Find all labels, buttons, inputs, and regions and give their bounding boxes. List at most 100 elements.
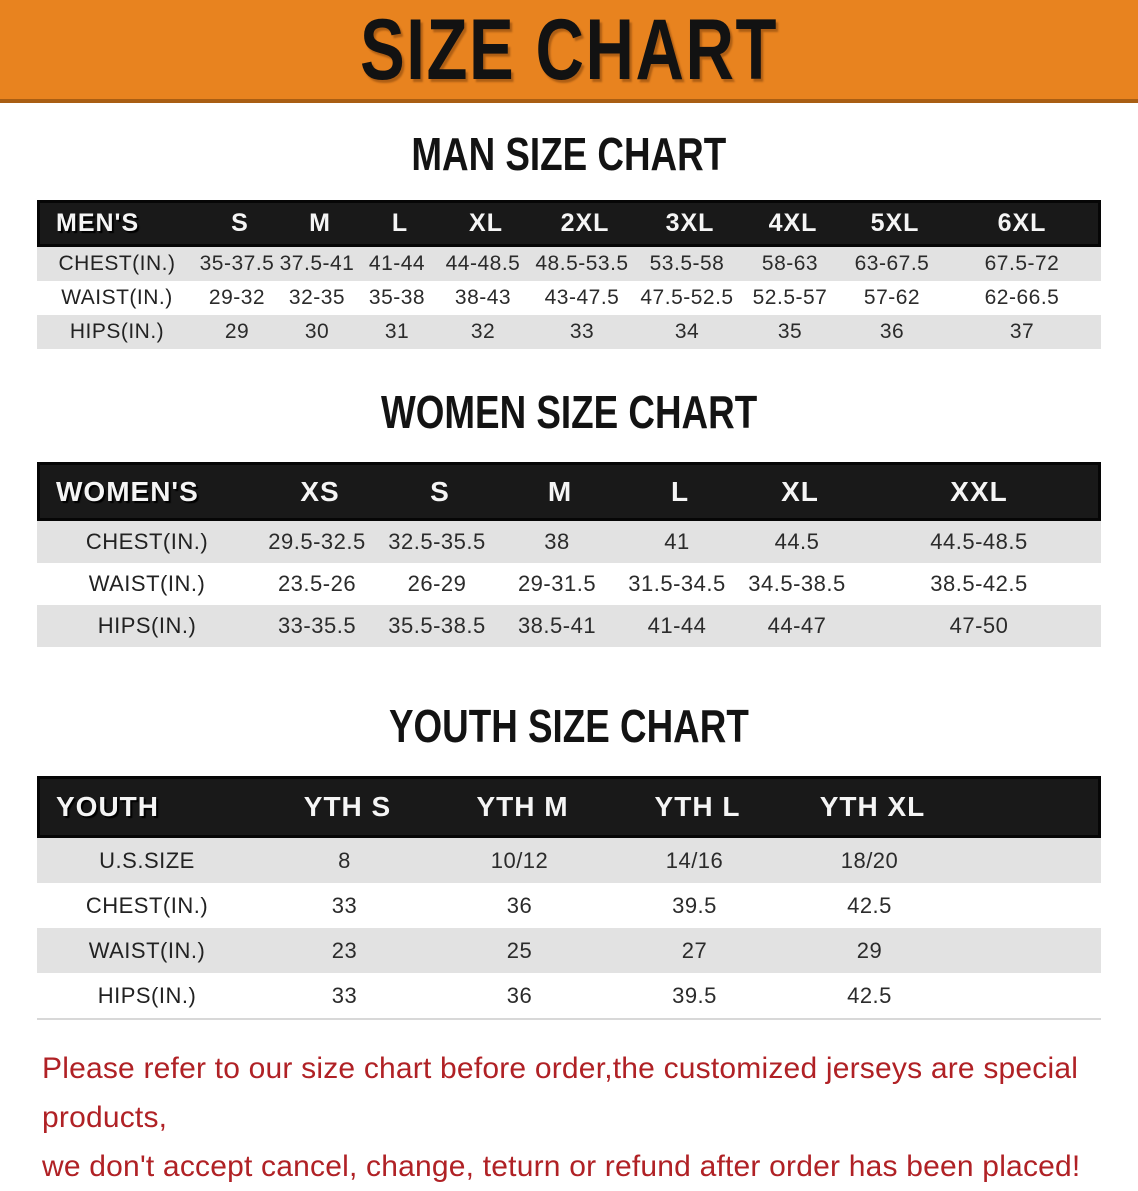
note-line-1: Please refer to our size chart before or… (42, 1052, 1079, 1134)
value-cell: 44.5-48.5 (930, 529, 1028, 554)
value-cell: 67.5-72 (984, 252, 1060, 275)
table-group-label: WOMEN'S (56, 475, 199, 507)
value-cell: 62-66.5 (984, 286, 1060, 309)
value-cell: 8 (338, 847, 351, 873)
value-cell: 32.5-35.5 (388, 529, 486, 554)
table-group-label: YOUTH (56, 791, 159, 822)
value-cell: 35.5-38.5 (388, 613, 486, 638)
row-label-cell: HIPS(IN.) (97, 982, 197, 1008)
row-label-cell: WAIST(IN.) (88, 937, 206, 963)
table-row: U.S.SIZE 8 10/12 14/16 18/20 (37, 838, 1101, 883)
table-row: CHEST(IN.) 29.5-32.5 32.5-35.5 38 41 44.5 44.5… (37, 521, 1101, 563)
value-cell: 43-47.5 (544, 286, 620, 309)
value-cell: 42.5 (847, 892, 892, 918)
men-section: MAN SIZE CHART MEN'S S M L XL 2XL 3XL 4XL 5XL 6XL… (0, 103, 1138, 349)
value-cell: 58-63 (761, 252, 819, 275)
size-column-header: L (670, 475, 690, 507)
value-cell: 18/20 (840, 847, 899, 873)
value-cell: 52.5-57 (752, 286, 828, 309)
value-cell: 31 (384, 320, 410, 343)
banner: SIZE CHART (0, 0, 1138, 103)
value-cell: 32-35 (288, 286, 346, 309)
size-column-header: M (309, 209, 331, 237)
table-header-row: YOUTH YTH S YTH M YTH L YTH XL (37, 776, 1101, 838)
value-cell: 39.5 (672, 892, 717, 918)
value-cell: 63-67.5 (854, 252, 930, 275)
value-cell: 29-32 (208, 286, 266, 309)
table-group-label: MEN'S (56, 209, 140, 237)
value-cell: 37.5-41 (279, 252, 355, 275)
note-line-2: we don't accept cancel, change, teturn o… (42, 1150, 1081, 1183)
table-row: HIPS(IN.) 29 30 31 32 33 34 35 36 37 (37, 315, 1101, 349)
value-cell: 34 (674, 320, 700, 343)
value-cell: 47-50 (949, 613, 1009, 638)
value-cell: 57-62 (863, 286, 921, 309)
value-cell: 10/12 (490, 847, 549, 873)
table-row: WAIST(IN.) 29-32 32-35 35-38 38-43 43-47.5 47.… (37, 281, 1101, 315)
size-column-header: YTH XL (819, 791, 926, 822)
value-cell: 44-48.5 (445, 252, 521, 275)
value-cell: 41-44 (647, 613, 707, 638)
table-row: HIPS(IN.) 33 36 39.5 42.5 (37, 973, 1101, 1020)
size-column-header: XL (781, 475, 819, 507)
value-cell: 29.5-32.5 (268, 529, 366, 554)
value-cell: 27 (681, 937, 708, 963)
table-row: HIPS(IN.) 33-35.5 35.5-38.5 38.5-41 41-44 44-… (37, 605, 1101, 647)
size-column-header: S (430, 475, 450, 507)
men-section-title: MAN SIZE CHART (0, 103, 1138, 177)
row-label-cell: HIPS(IN.) (97, 613, 197, 638)
value-cell: 33 (569, 320, 595, 343)
value-cell: 38.5-41 (517, 613, 597, 638)
value-cell: 47.5-52.5 (640, 286, 734, 309)
row-label-cell: WAIST(IN.) (88, 571, 206, 596)
size-column-header: YTH L (654, 791, 741, 822)
table-row: CHEST(IN.) 35-37.5 37.5-41 41-44 44-48.5 48.5… (37, 247, 1101, 281)
youth-section: YOUTH SIZE CHART YOUTH YTH S YTH M YTH L YTH… (0, 647, 1138, 1020)
size-column-header: L (391, 209, 409, 237)
value-cell: 44-47 (767, 613, 827, 638)
value-cell: 29 (224, 320, 250, 343)
value-cell: 53.5-58 (649, 252, 725, 275)
value-cell: 29 (856, 937, 883, 963)
row-label-cell: CHEST(IN.) (85, 529, 209, 554)
size-column-header: XL (469, 209, 503, 237)
value-cell: 44.5 (774, 529, 820, 554)
value-cell: 33 (331, 892, 358, 918)
table-row: WAIST(IN.) 23 25 27 29 (37, 928, 1101, 973)
value-cell: 14/16 (665, 847, 724, 873)
row-label-cell: U.S.SIZE (99, 847, 195, 873)
value-cell: 38 (544, 529, 570, 554)
value-cell: 48.5-53.5 (535, 252, 629, 275)
size-column-header: S (231, 209, 249, 237)
value-cell: 38-43 (454, 286, 512, 309)
value-cell: 23.5-26 (277, 571, 357, 596)
men-section-title-text: MAN SIZE CHART (411, 128, 727, 180)
men-size-table: MEN'S S M L XL 2XL 3XL 4XL 5XL 6XL CHEST(IN.) 35-37… (37, 200, 1101, 349)
value-cell: 33-35.5 (277, 613, 357, 638)
value-cell: 39.5 (672, 982, 717, 1008)
value-cell: 36 (879, 320, 905, 343)
value-cell: 36 (506, 982, 533, 1008)
value-cell: 41-44 (368, 252, 426, 275)
size-column-header: 6XL (997, 209, 1047, 237)
youth-size-table: YOUTH YTH S YTH M YTH L YTH XL U.S.SIZE 8 10/12… (37, 776, 1101, 1020)
row-label-cell: HIPS(IN.) (69, 320, 165, 343)
size-column-header: 3XL (665, 209, 715, 237)
value-cell: 35-37.5 (199, 252, 275, 275)
youth-section-title: YOUTH SIZE CHART (0, 647, 1138, 749)
size-column-header: 2XL (560, 209, 610, 237)
value-cell: 34.5-38.5 (748, 571, 846, 596)
value-cell: 42.5 (847, 982, 892, 1008)
size-column-header: XS (300, 475, 340, 507)
value-cell: 30 (304, 320, 330, 343)
value-cell: 37 (1009, 320, 1035, 343)
value-cell: 35-38 (368, 286, 426, 309)
value-cell: 36 (506, 892, 533, 918)
women-section: WOMEN SIZE CHART WOMEN'S XS S M L XL XXL CHEST(… (0, 349, 1138, 647)
footer-note: Please refer to our size chart before or… (0, 1020, 1138, 1191)
size-column-header: YTH M (476, 791, 569, 822)
table-header-row: MEN'S S M L XL 2XL 3XL 4XL 5XL 6XL (37, 200, 1101, 247)
table-row: CHEST(IN.) 33 36 39.5 42.5 (37, 883, 1101, 928)
size-column-header: M (547, 475, 573, 507)
